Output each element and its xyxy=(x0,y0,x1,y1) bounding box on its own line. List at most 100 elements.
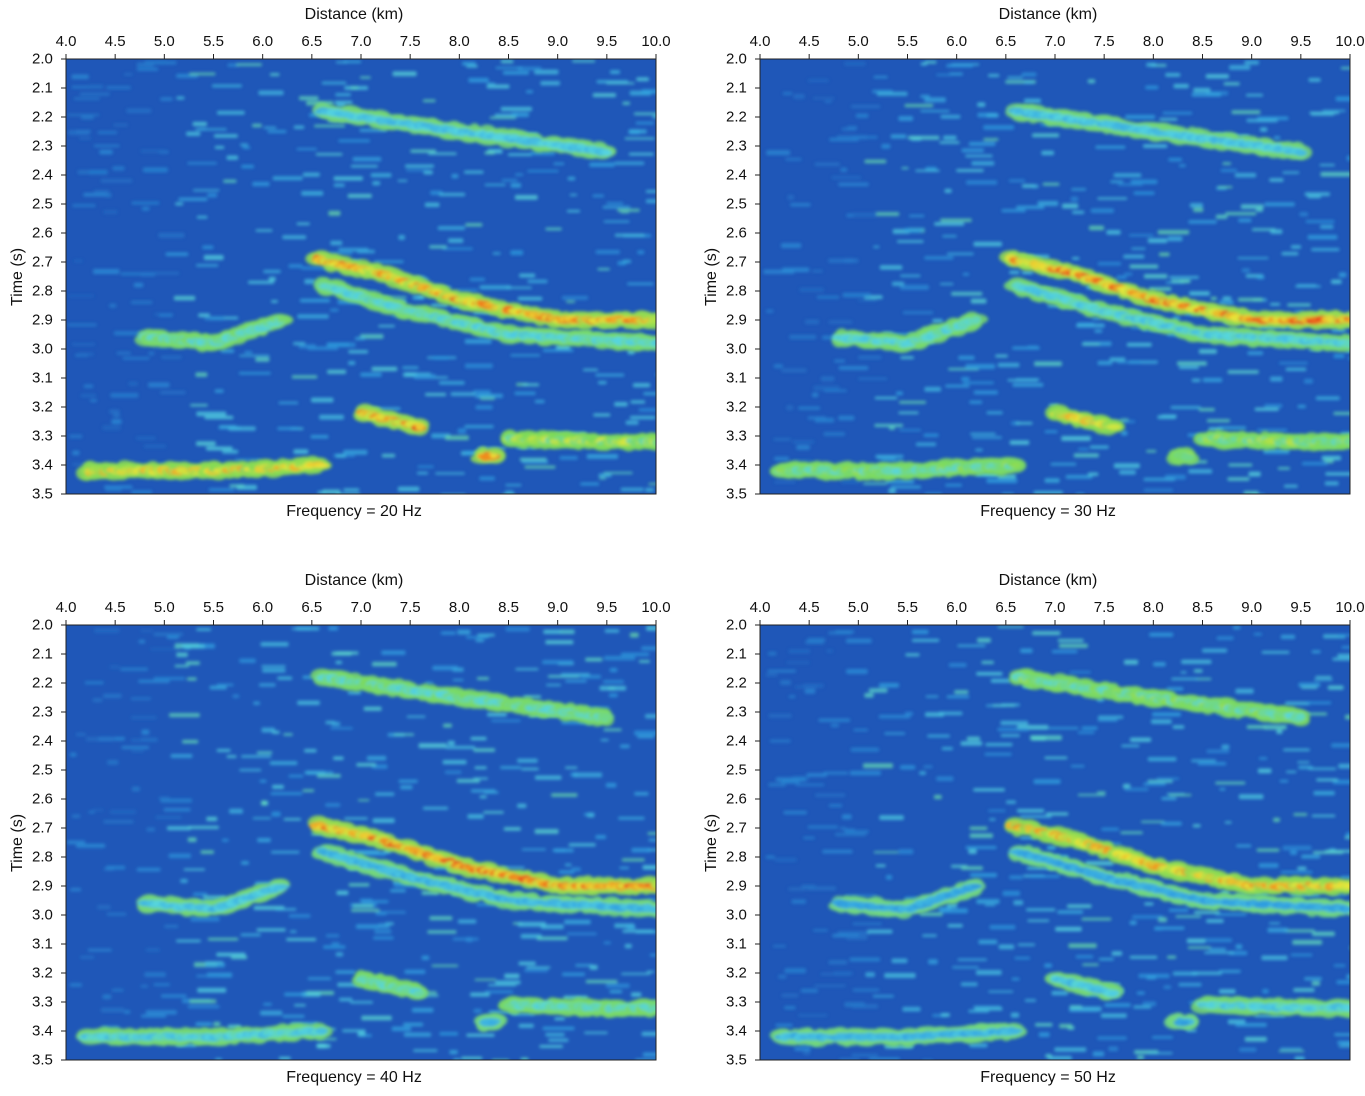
texture-cell xyxy=(202,245,213,249)
texture-cell xyxy=(242,146,250,149)
texture-cell xyxy=(204,416,233,420)
texture-cell xyxy=(856,114,868,118)
texture-cell xyxy=(843,293,871,297)
heatmap-plot xyxy=(694,0,1365,530)
texture-cell xyxy=(786,405,793,410)
texture-cell xyxy=(141,150,166,153)
texture-cell xyxy=(1325,481,1339,485)
texture-cell xyxy=(946,64,973,67)
texture-cell xyxy=(817,296,839,299)
texture-cell xyxy=(656,373,663,376)
texture-cell xyxy=(1159,118,1177,121)
texture-cell xyxy=(1270,303,1280,306)
y-tick-label: 2.7 xyxy=(32,254,53,271)
texture-cell xyxy=(965,155,992,158)
texture-cell xyxy=(947,253,974,255)
texture-cell xyxy=(252,124,262,128)
texture-cell xyxy=(372,181,380,185)
texture-cell xyxy=(815,163,840,166)
texture-cell xyxy=(435,376,448,378)
texture-cell xyxy=(924,97,946,102)
texture-cell xyxy=(971,161,994,165)
texture-cell xyxy=(945,484,962,487)
texture-cell xyxy=(273,176,303,180)
texture-cell xyxy=(1298,405,1306,408)
texture-cell xyxy=(1024,81,1034,83)
texture-cell xyxy=(1162,112,1192,114)
texture-cell xyxy=(80,394,96,397)
texture-cell xyxy=(1270,377,1282,382)
texture-cell xyxy=(965,364,995,369)
texture-cell xyxy=(382,454,395,457)
texture-cell xyxy=(567,210,580,213)
texture-cell xyxy=(1041,151,1054,155)
texture-cell xyxy=(241,165,254,168)
texture-cell xyxy=(186,132,200,136)
x-tick-label: 5.0 xyxy=(154,33,175,50)
texture-cell xyxy=(1110,180,1123,183)
texture-cell xyxy=(766,310,773,313)
heatmap-plot xyxy=(0,0,690,530)
texture-cell xyxy=(924,256,953,260)
texture-cell xyxy=(614,162,644,165)
texture-cell xyxy=(198,313,210,317)
texture-cell xyxy=(774,364,783,368)
texture-cell xyxy=(1071,197,1078,202)
texture-cell xyxy=(111,419,121,423)
texture-cell xyxy=(969,142,996,146)
texture-cell xyxy=(943,136,956,140)
reflector-core xyxy=(1295,150,1308,157)
texture-cell xyxy=(900,275,921,277)
texture-cell xyxy=(1071,188,1086,190)
texture-cell xyxy=(617,209,640,212)
y-tick-label: 2.6 xyxy=(32,225,53,242)
texture-cell xyxy=(603,206,631,209)
texture-cell xyxy=(223,180,236,183)
texture-cell xyxy=(464,171,484,174)
texture-cell xyxy=(963,382,994,384)
texture-cell xyxy=(432,356,449,359)
texture-cell xyxy=(435,472,465,474)
texture-cell xyxy=(515,195,538,200)
texture-cell xyxy=(196,441,216,446)
texture-cell xyxy=(636,77,649,81)
texture-cell xyxy=(773,438,791,440)
texture-cell xyxy=(1012,347,1040,350)
reflector-core xyxy=(480,453,491,461)
texture-cell xyxy=(1286,368,1307,371)
texture-cell xyxy=(629,153,654,156)
texture-cell xyxy=(908,136,939,140)
texture-cell xyxy=(1159,252,1170,256)
texture-cell xyxy=(837,135,867,139)
texture-cell xyxy=(945,385,969,388)
texture-cell xyxy=(68,295,94,297)
texture-cell xyxy=(1114,173,1142,177)
texture-cell xyxy=(1009,271,1019,275)
texture-cell xyxy=(1278,467,1290,470)
x-tick-label: 9.5 xyxy=(596,33,617,50)
texture-cell xyxy=(176,96,184,99)
texture-cell xyxy=(445,435,469,440)
texture-cell xyxy=(874,424,903,427)
texture-cell xyxy=(205,317,225,321)
texture-cell xyxy=(781,243,801,248)
texture-cell xyxy=(1097,197,1127,199)
texture-cell xyxy=(1311,113,1335,116)
texture-cell xyxy=(1218,426,1246,429)
texture-cell xyxy=(652,116,671,118)
texture-cell xyxy=(348,194,372,198)
y-tick-label: 2.0 xyxy=(32,51,53,68)
texture-cell xyxy=(1145,86,1158,90)
texture-cell xyxy=(1174,84,1189,88)
texture-cell xyxy=(1339,272,1347,277)
texture-cell xyxy=(204,255,224,260)
texture-cell xyxy=(1320,172,1351,177)
texture-cell xyxy=(67,324,97,326)
texture-cell xyxy=(402,366,418,369)
texture-cell xyxy=(159,314,173,317)
texture-cell xyxy=(288,264,302,268)
y-tick-label: 2.9 xyxy=(32,312,53,329)
texture-cell xyxy=(1121,431,1127,436)
texture-cell xyxy=(1094,329,1102,332)
texture-cell xyxy=(553,163,564,165)
